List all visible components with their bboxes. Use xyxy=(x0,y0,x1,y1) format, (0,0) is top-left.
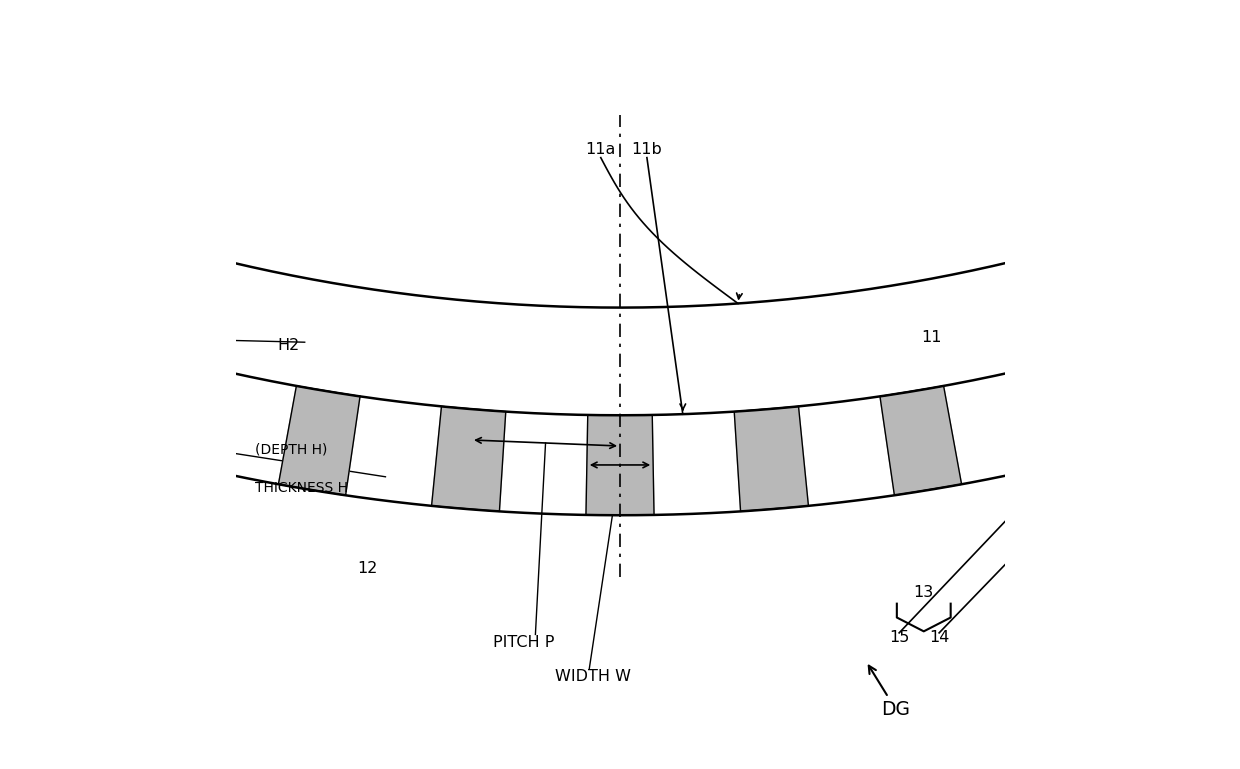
Text: 11a: 11a xyxy=(585,141,616,157)
Text: 14: 14 xyxy=(929,630,950,645)
Text: 11b: 11b xyxy=(631,141,662,157)
Text: DG: DG xyxy=(869,666,910,719)
Text: (DEPTH H): (DEPTH H) xyxy=(254,443,327,457)
Polygon shape xyxy=(880,386,961,495)
Text: WIDTH W: WIDTH W xyxy=(554,668,631,684)
Polygon shape xyxy=(587,415,653,515)
Text: 11: 11 xyxy=(921,330,942,345)
Polygon shape xyxy=(432,406,506,511)
Text: PITCH P: PITCH P xyxy=(494,635,554,651)
Polygon shape xyxy=(128,354,216,467)
Text: 12: 12 xyxy=(357,561,378,576)
Polygon shape xyxy=(0,296,1240,515)
Polygon shape xyxy=(0,195,1240,415)
Text: H2: H2 xyxy=(278,338,300,353)
Polygon shape xyxy=(734,406,808,511)
Text: 15: 15 xyxy=(889,630,909,645)
Text: 13: 13 xyxy=(914,584,934,600)
Polygon shape xyxy=(0,310,74,426)
Polygon shape xyxy=(279,386,360,495)
Polygon shape xyxy=(1024,354,1112,467)
Polygon shape xyxy=(1166,310,1240,426)
Text: THICKNESS H: THICKNESS H xyxy=(254,481,347,495)
